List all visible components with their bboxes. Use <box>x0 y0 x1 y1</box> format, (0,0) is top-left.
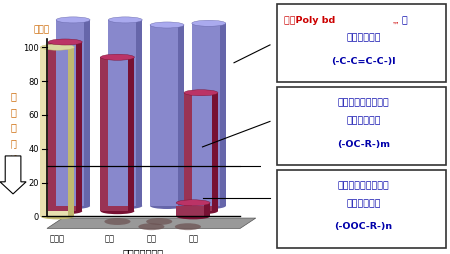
Polygon shape <box>220 24 226 206</box>
FancyBboxPatch shape <box>277 5 446 83</box>
Polygon shape <box>56 21 90 206</box>
FancyBboxPatch shape <box>277 88 446 165</box>
Ellipse shape <box>184 208 218 214</box>
Text: (-OC-R-)m: (-OC-R-)m <box>337 139 390 148</box>
Text: 暴露日数（日）: 暴露日数（日） <box>123 247 164 254</box>
Ellipse shape <box>146 218 172 225</box>
Text: (-C-C=C-C-)l: (-C-C=C-C-)l <box>331 56 396 66</box>
Polygon shape <box>76 43 82 211</box>
Text: ２０: ２０ <box>104 234 115 243</box>
Polygon shape <box>48 43 82 211</box>
Ellipse shape <box>192 203 226 209</box>
Ellipse shape <box>56 18 90 24</box>
Text: 80: 80 <box>28 77 39 86</box>
Polygon shape <box>108 21 142 206</box>
Ellipse shape <box>40 45 74 51</box>
Polygon shape <box>184 93 218 211</box>
Polygon shape <box>84 21 90 206</box>
Ellipse shape <box>56 203 90 209</box>
Ellipse shape <box>100 55 135 61</box>
Text: 100: 100 <box>23 43 39 53</box>
Text: 劣: 劣 <box>10 91 16 101</box>
Text: ）: ） <box>10 122 16 132</box>
Ellipse shape <box>150 203 184 209</box>
Ellipse shape <box>108 203 142 209</box>
Text: 度: 度 <box>10 153 16 163</box>
FancyBboxPatch shape <box>277 170 446 248</box>
Ellipse shape <box>108 18 142 24</box>
Polygon shape <box>150 26 184 206</box>
Text: ポリウレタン: ポリウレタン <box>346 116 381 125</box>
Ellipse shape <box>138 223 164 230</box>
Polygon shape <box>136 21 142 206</box>
Text: 0: 0 <box>34 212 39 221</box>
Ellipse shape <box>40 213 74 219</box>
Polygon shape <box>192 24 226 206</box>
Ellipse shape <box>48 208 82 214</box>
Text: 40: 40 <box>29 145 39 154</box>
Ellipse shape <box>48 40 82 46</box>
Text: ポリウレタン: ポリウレタン <box>346 34 381 43</box>
Ellipse shape <box>104 218 130 225</box>
Ellipse shape <box>184 90 218 96</box>
Ellipse shape <box>175 223 201 230</box>
Text: 他社ボリエステル系: 他社ボリエステル系 <box>338 181 390 190</box>
Text: 系: 系 <box>401 16 407 25</box>
Text: 化: 化 <box>10 107 16 117</box>
Text: 60: 60 <box>28 111 39 120</box>
Ellipse shape <box>176 213 210 219</box>
Text: ６０: ６０ <box>188 234 198 243</box>
Text: ポリウレタン: ポリウレタン <box>346 199 381 208</box>
Polygon shape <box>129 58 135 211</box>
Ellipse shape <box>192 21 226 27</box>
Text: 他社ボリエーテル系: 他社ボリエーテル系 <box>338 98 390 107</box>
Text: ４０: ４０ <box>146 234 157 243</box>
Text: (-OOC-R-)n: (-OOC-R-)n <box>334 221 393 231</box>
Polygon shape <box>212 93 218 211</box>
Text: （％）: （％） <box>34 25 50 34</box>
Polygon shape <box>68 48 74 216</box>
Polygon shape <box>47 218 256 229</box>
Polygon shape <box>0 156 26 194</box>
Polygon shape <box>204 203 210 216</box>
Text: ™: ™ <box>392 20 400 29</box>
Text: 出光Poly bd: 出光Poly bd <box>284 16 336 25</box>
Text: 20: 20 <box>29 178 39 187</box>
Ellipse shape <box>150 23 184 29</box>
Polygon shape <box>40 48 74 216</box>
Ellipse shape <box>100 208 135 214</box>
Ellipse shape <box>176 200 210 206</box>
Polygon shape <box>100 58 135 211</box>
Text: 初期値: 初期値 <box>50 234 65 243</box>
Text: 硬: 硬 <box>10 138 16 148</box>
Polygon shape <box>178 26 184 206</box>
Polygon shape <box>176 203 210 216</box>
